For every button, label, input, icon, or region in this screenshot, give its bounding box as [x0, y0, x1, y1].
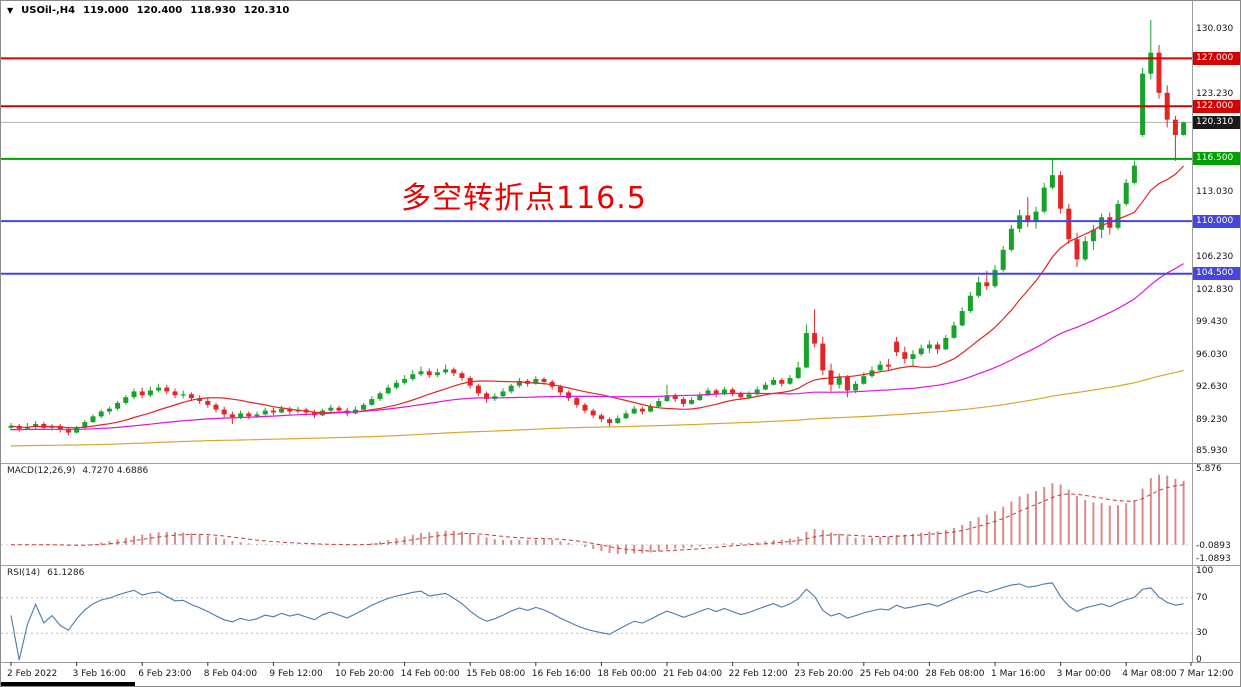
price-axis-label: 96.030 — [1196, 349, 1228, 360]
time-axis-label: 28 Feb 08:00 — [925, 669, 985, 679]
time-axis-label: 14 Feb 00:00 — [400, 669, 460, 679]
macd-axis-label: 5.876 — [1196, 464, 1222, 475]
moving-average-fast — [10, 165, 1185, 429]
time-axis-label: 22 Feb 12:00 — [728, 669, 788, 679]
price-axis-label: 130.030 — [1196, 24, 1234, 35]
moving-average-mid — [11, 263, 1184, 431]
bar-high-value: 120.400 — [136, 5, 183, 16]
bar-low-value: 118.930 — [190, 5, 236, 16]
bar-open-value: 119.000 — [83, 5, 129, 16]
horizontal-scrollbar[interactable] — [1, 682, 135, 686]
price-axis-label: 102.830 — [1196, 284, 1234, 295]
symbol-period-label: USOil-,H4 — [21, 5, 76, 16]
price-level-badge-116.500: 116.500 — [1193, 152, 1240, 166]
price-axis-label: 106.230 — [1196, 252, 1234, 263]
rsi-line — [10, 582, 1184, 661]
time-axis-label: 3 Mar 00:00 — [1056, 669, 1111, 679]
price-axis-label: 85.930 — [1196, 446, 1228, 457]
chart-header: ▼ USOil-,H4 119.000 120.400 118.930 120.… — [7, 5, 289, 16]
moving-average-slow — [10, 369, 1184, 447]
macd-name: MACD(12,26,9) — [7, 466, 76, 476]
macd-axis-label: -1.0893 — [1196, 553, 1231, 564]
time-axis-label: 7 Mar 12:00 — [1179, 669, 1234, 679]
time-axis-label: 4 Mar 08:00 — [1122, 669, 1177, 679]
candles-layer — [8, 20, 1187, 436]
rsi-axis-label: 100 — [1196, 566, 1214, 576]
macd-signal-line — [10, 484, 1184, 552]
price-level-badge-122.000: 122.000 — [1193, 99, 1240, 113]
price-level-badge-110.000: 110.000 — [1193, 214, 1240, 228]
rsi-axis-label: 70 — [1196, 592, 1208, 603]
rsi-indicator-title: RSI(14) 61.1286 — [7, 568, 91, 578]
time-axis-label: 18 Feb 00:00 — [597, 669, 657, 679]
price-axis-label: 123.230 — [1196, 89, 1234, 100]
rsi-value: 61.1286 — [47, 568, 85, 578]
price-axis-label: 89.230 — [1196, 414, 1228, 425]
time-axis-label: 2 Feb 2022 — [7, 669, 58, 679]
macd-indicator-title: MACD(12,26,9) 4.7270 4.6886 — [7, 466, 155, 476]
time-axis-label: 6 Feb 23:00 — [138, 669, 192, 679]
rsi-axis-label: 0 — [1196, 655, 1202, 665]
time-axis-label: 16 Feb 16:00 — [531, 669, 591, 679]
time-axis-label: 3 Feb 16:00 — [72, 669, 126, 679]
price-axis-label: 92.630 — [1196, 382, 1228, 393]
rsi-name: RSI(14) — [7, 568, 41, 578]
macd-values: 4.7270 4.6886 — [82, 466, 149, 476]
time-axis-label: 9 Feb 12:00 — [269, 669, 323, 679]
time-axis-label: 15 Feb 08:00 — [466, 669, 526, 679]
time-axis-label: 1 Mar 16:00 — [991, 669, 1046, 679]
price-level-badge-104.500: 104.500 — [1193, 267, 1240, 281]
macd-histogram — [18, 474, 1185, 555]
bid-price-badge: 120.310 — [1193, 115, 1240, 129]
chart-dropdown-arrow-icon[interactable]: ▼ — [7, 5, 14, 15]
price-axis-label: 113.030 — [1196, 187, 1234, 198]
price-level-badge-127.000: 127.000 — [1193, 51, 1240, 65]
macd-axis-label: -0.0893 — [1196, 540, 1231, 551]
price-axis-label: 99.430 — [1196, 317, 1228, 328]
rsi-axis-label: 30 — [1196, 628, 1208, 639]
time-axis-label: 21 Feb 04:00 — [663, 669, 723, 679]
chart-annotation-text: 多空转折点116.5 — [401, 181, 647, 216]
time-axis-label: 25 Feb 04:00 — [859, 669, 919, 679]
time-axis-label: 10 Feb 20:00 — [335, 669, 395, 679]
bar-close-value: 120.310 — [243, 5, 290, 16]
time-axis-label: 8 Feb 04:00 — [203, 669, 258, 679]
time-axis-label: 23 Feb 20:00 — [794, 669, 854, 679]
